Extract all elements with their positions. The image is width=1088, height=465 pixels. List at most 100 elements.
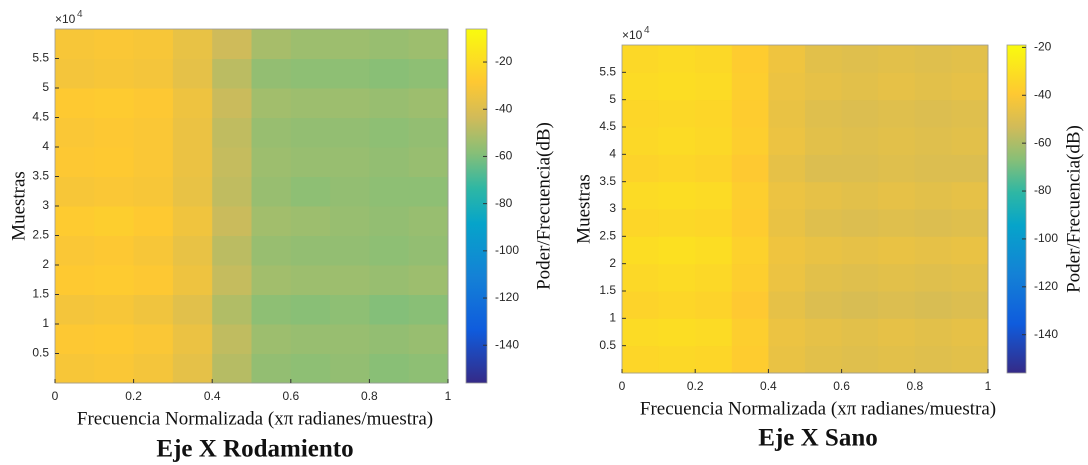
y-axis-label: Muestras	[573, 174, 594, 244]
x-tick-label: 0	[52, 389, 59, 403]
spectrogram-cell	[408, 176, 449, 207]
spectrogram-cell	[695, 318, 733, 347]
spectrogram-cell	[695, 209, 733, 237]
spectrogram-cell	[658, 72, 696, 101]
spectrogram-cell	[330, 88, 370, 118]
spectrogram-cell	[212, 324, 252, 354]
spectrogram-cell	[768, 209, 806, 237]
spectrogram-cell	[695, 99, 733, 128]
spectrogram-cell	[55, 353, 95, 384]
spectrogram-cell	[695, 72, 733, 101]
spectrogram-cell	[695, 181, 733, 210]
spectrogram-cell	[94, 294, 135, 325]
chart-title: Eje X Sano	[758, 425, 877, 452]
spectrogram-cell	[951, 318, 989, 347]
x-tick-label: 0.8	[361, 389, 378, 403]
spectrogram-cell	[731, 345, 769, 374]
spectrogram-cell	[369, 29, 410, 59]
x-tick-label: 0.4	[760, 379, 777, 393]
spectrogram-cell	[805, 181, 843, 210]
spectrogram-cell	[55, 29, 95, 59]
spectrogram-cell	[94, 265, 135, 295]
spectrogram-cell	[805, 127, 843, 155]
spectrogram-cell	[658, 209, 696, 237]
spectrogram-cell	[330, 117, 370, 148]
spectrogram-cell	[172, 265, 213, 295]
spectrogram-cell	[172, 294, 213, 325]
colorbar-tick-label: -120	[495, 290, 519, 304]
spectrogram-cell	[133, 117, 174, 148]
spectrogram-cell	[768, 99, 806, 128]
spectrogram-cell	[695, 154, 733, 183]
spectrogram-cell	[841, 263, 879, 292]
spectrogram-cell	[55, 265, 95, 295]
spectrogram-cell	[330, 29, 370, 59]
spectrogram-cell	[94, 353, 135, 384]
spectrogram-cell	[330, 235, 370, 266]
spectrogram-cell	[55, 58, 95, 89]
colorbar-tick-label: -80	[495, 196, 513, 210]
spectrogram-cell	[408, 206, 449, 236]
spectrogram-cell	[172, 88, 213, 118]
spectrogram-cell	[55, 176, 95, 207]
spectrogram-cell	[290, 206, 331, 236]
spectrogram-cell	[914, 154, 952, 183]
spectrogram-cell	[878, 45, 916, 73]
spectrogram-cell	[133, 353, 174, 384]
y-tick-label: 3	[42, 198, 49, 212]
colorbar-label: Poder/Frecuencia(dB)	[1063, 125, 1084, 293]
spectrogram-cell	[369, 117, 410, 148]
y-exponent: 4	[644, 25, 650, 36]
colorbar-tick-label: -40	[495, 101, 513, 115]
spectrogram-cell	[805, 236, 843, 265]
spectrogram-cell	[914, 236, 952, 265]
spectrogram-cell	[951, 181, 989, 210]
spectrogram-cell	[731, 209, 769, 237]
spectrogram-cell	[841, 345, 879, 374]
spectrogram-cell	[878, 345, 916, 374]
spectrogram-cell	[768, 72, 806, 101]
spectrogram-cell	[914, 72, 952, 101]
spectrogram-cell	[369, 294, 410, 325]
spectrogram-cell	[133, 88, 174, 118]
spectrogram-cell	[251, 353, 292, 384]
x-tick-label: 0.8	[906, 379, 923, 393]
spectrogram-cell	[658, 345, 696, 374]
spectrogram-cell	[841, 236, 879, 265]
spectrogram-cell	[290, 147, 331, 177]
spectrogram-cell	[695, 263, 733, 292]
spectrogram-cell	[695, 45, 733, 73]
spectrogram-cell	[290, 117, 331, 148]
spectrogram-cell	[622, 209, 660, 237]
spectrogram-cell	[212, 29, 252, 59]
spectrogram-cell	[841, 45, 879, 73]
spectrogram-cell	[330, 176, 370, 207]
spectrogram-cell	[94, 147, 135, 177]
y-tick-label: 0.5	[32, 346, 49, 360]
x-tick-label: 0	[619, 379, 626, 393]
spectrogram-cell	[914, 345, 952, 374]
spectrogram-cell	[805, 99, 843, 128]
spectrogram-cell	[731, 45, 769, 73]
spectrogram-cell	[251, 29, 292, 59]
spectrogram-cell	[212, 88, 252, 118]
colorbar	[1006, 44, 1027, 374]
y-tick-label: 5	[609, 92, 616, 106]
y-exponent: 4	[77, 9, 83, 20]
spectrogram-cell	[622, 99, 660, 128]
spectrogram-cell	[251, 265, 292, 295]
spectrogram-cell	[290, 265, 331, 295]
spectrogram-cell	[369, 176, 410, 207]
spectrogram-cell	[768, 45, 806, 73]
spectrogram-cell	[408, 58, 449, 89]
spectrogram-cell	[805, 345, 843, 374]
spectrogram-cell	[55, 88, 95, 118]
y-tick-label: 3	[609, 201, 616, 215]
x-axis-label: Frecuencia Normalizada (xπ radianes/mues…	[640, 398, 996, 419]
spectrogram-cell	[658, 318, 696, 347]
colorbar	[465, 28, 488, 384]
spectrogram-cell	[94, 324, 135, 354]
spectrogram-cell	[330, 294, 370, 325]
spectrogram-cell	[731, 318, 769, 347]
